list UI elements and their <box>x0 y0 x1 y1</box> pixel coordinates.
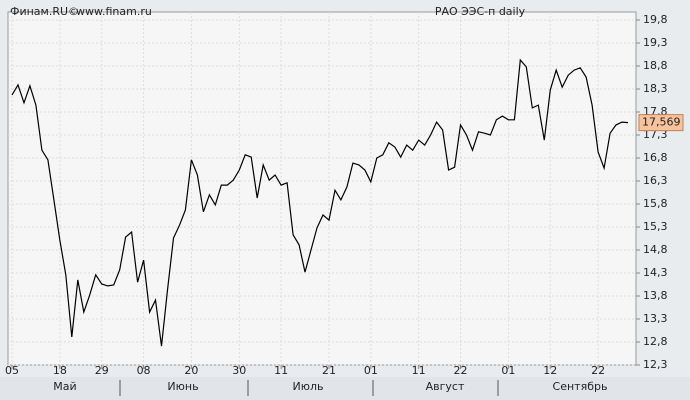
y-tick-label: 19,3 <box>643 36 668 49</box>
y-tick-label: 12,8 <box>643 335 668 348</box>
month-bar <box>0 377 690 400</box>
y-tick-label: 12,3 <box>643 358 668 371</box>
y-tick-label: 13,3 <box>643 312 668 325</box>
y-tick-label: 16,3 <box>643 174 668 187</box>
y-tick-label: 13,8 <box>643 289 668 302</box>
x-tick-label: 21 <box>322 364 336 377</box>
x-tick-label: 08 <box>137 364 151 377</box>
x-tick-label: 30 <box>232 364 246 377</box>
last-price-box <box>638 114 684 132</box>
site: www.finam.ru <box>76 5 152 18</box>
y-tick-label: 16,8 <box>643 151 668 164</box>
y-tick-label: 14,3 <box>643 266 668 279</box>
y-tick-label: 15,8 <box>643 197 668 210</box>
y-tick-label: 18,3 <box>643 82 668 95</box>
x-tick-label: 22 <box>454 364 468 377</box>
x-tick-label: 18 <box>53 364 67 377</box>
x-tick-label: 01 <box>501 364 515 377</box>
last-price-label: 17,569 <box>642 116 681 129</box>
y-tick-label: 18,8 <box>643 59 668 72</box>
x-tick-label: 29 <box>95 364 109 377</box>
month-label: Май <box>53 380 76 393</box>
x-tick-label: 01 <box>364 364 378 377</box>
chart-title: РАО ЭЭС-п daily <box>435 5 526 18</box>
x-tick-label: 11 <box>412 364 426 377</box>
y-tick-label: 15,3 <box>643 220 668 233</box>
x-tick-label: 22 <box>591 364 605 377</box>
price-line <box>11 58 629 347</box>
y-tick-label: 19,8 <box>643 13 668 26</box>
month-label: Июнь <box>167 380 198 393</box>
source: Финам.RU© <box>10 5 79 18</box>
x-tick-label: 20 <box>184 364 198 377</box>
month-label: Июль <box>292 380 323 393</box>
x-tick-label: 05 <box>5 364 19 377</box>
plot-area <box>7 11 637 366</box>
x-tick-label: 11 <box>274 364 288 377</box>
month-label: Август <box>426 380 465 393</box>
month-label: Сентябрь <box>553 380 608 393</box>
y-tick-label: 14,8 <box>643 243 668 256</box>
y-tick-label: 17,3 <box>643 128 668 141</box>
x-tick-label: 12 <box>543 364 557 377</box>
